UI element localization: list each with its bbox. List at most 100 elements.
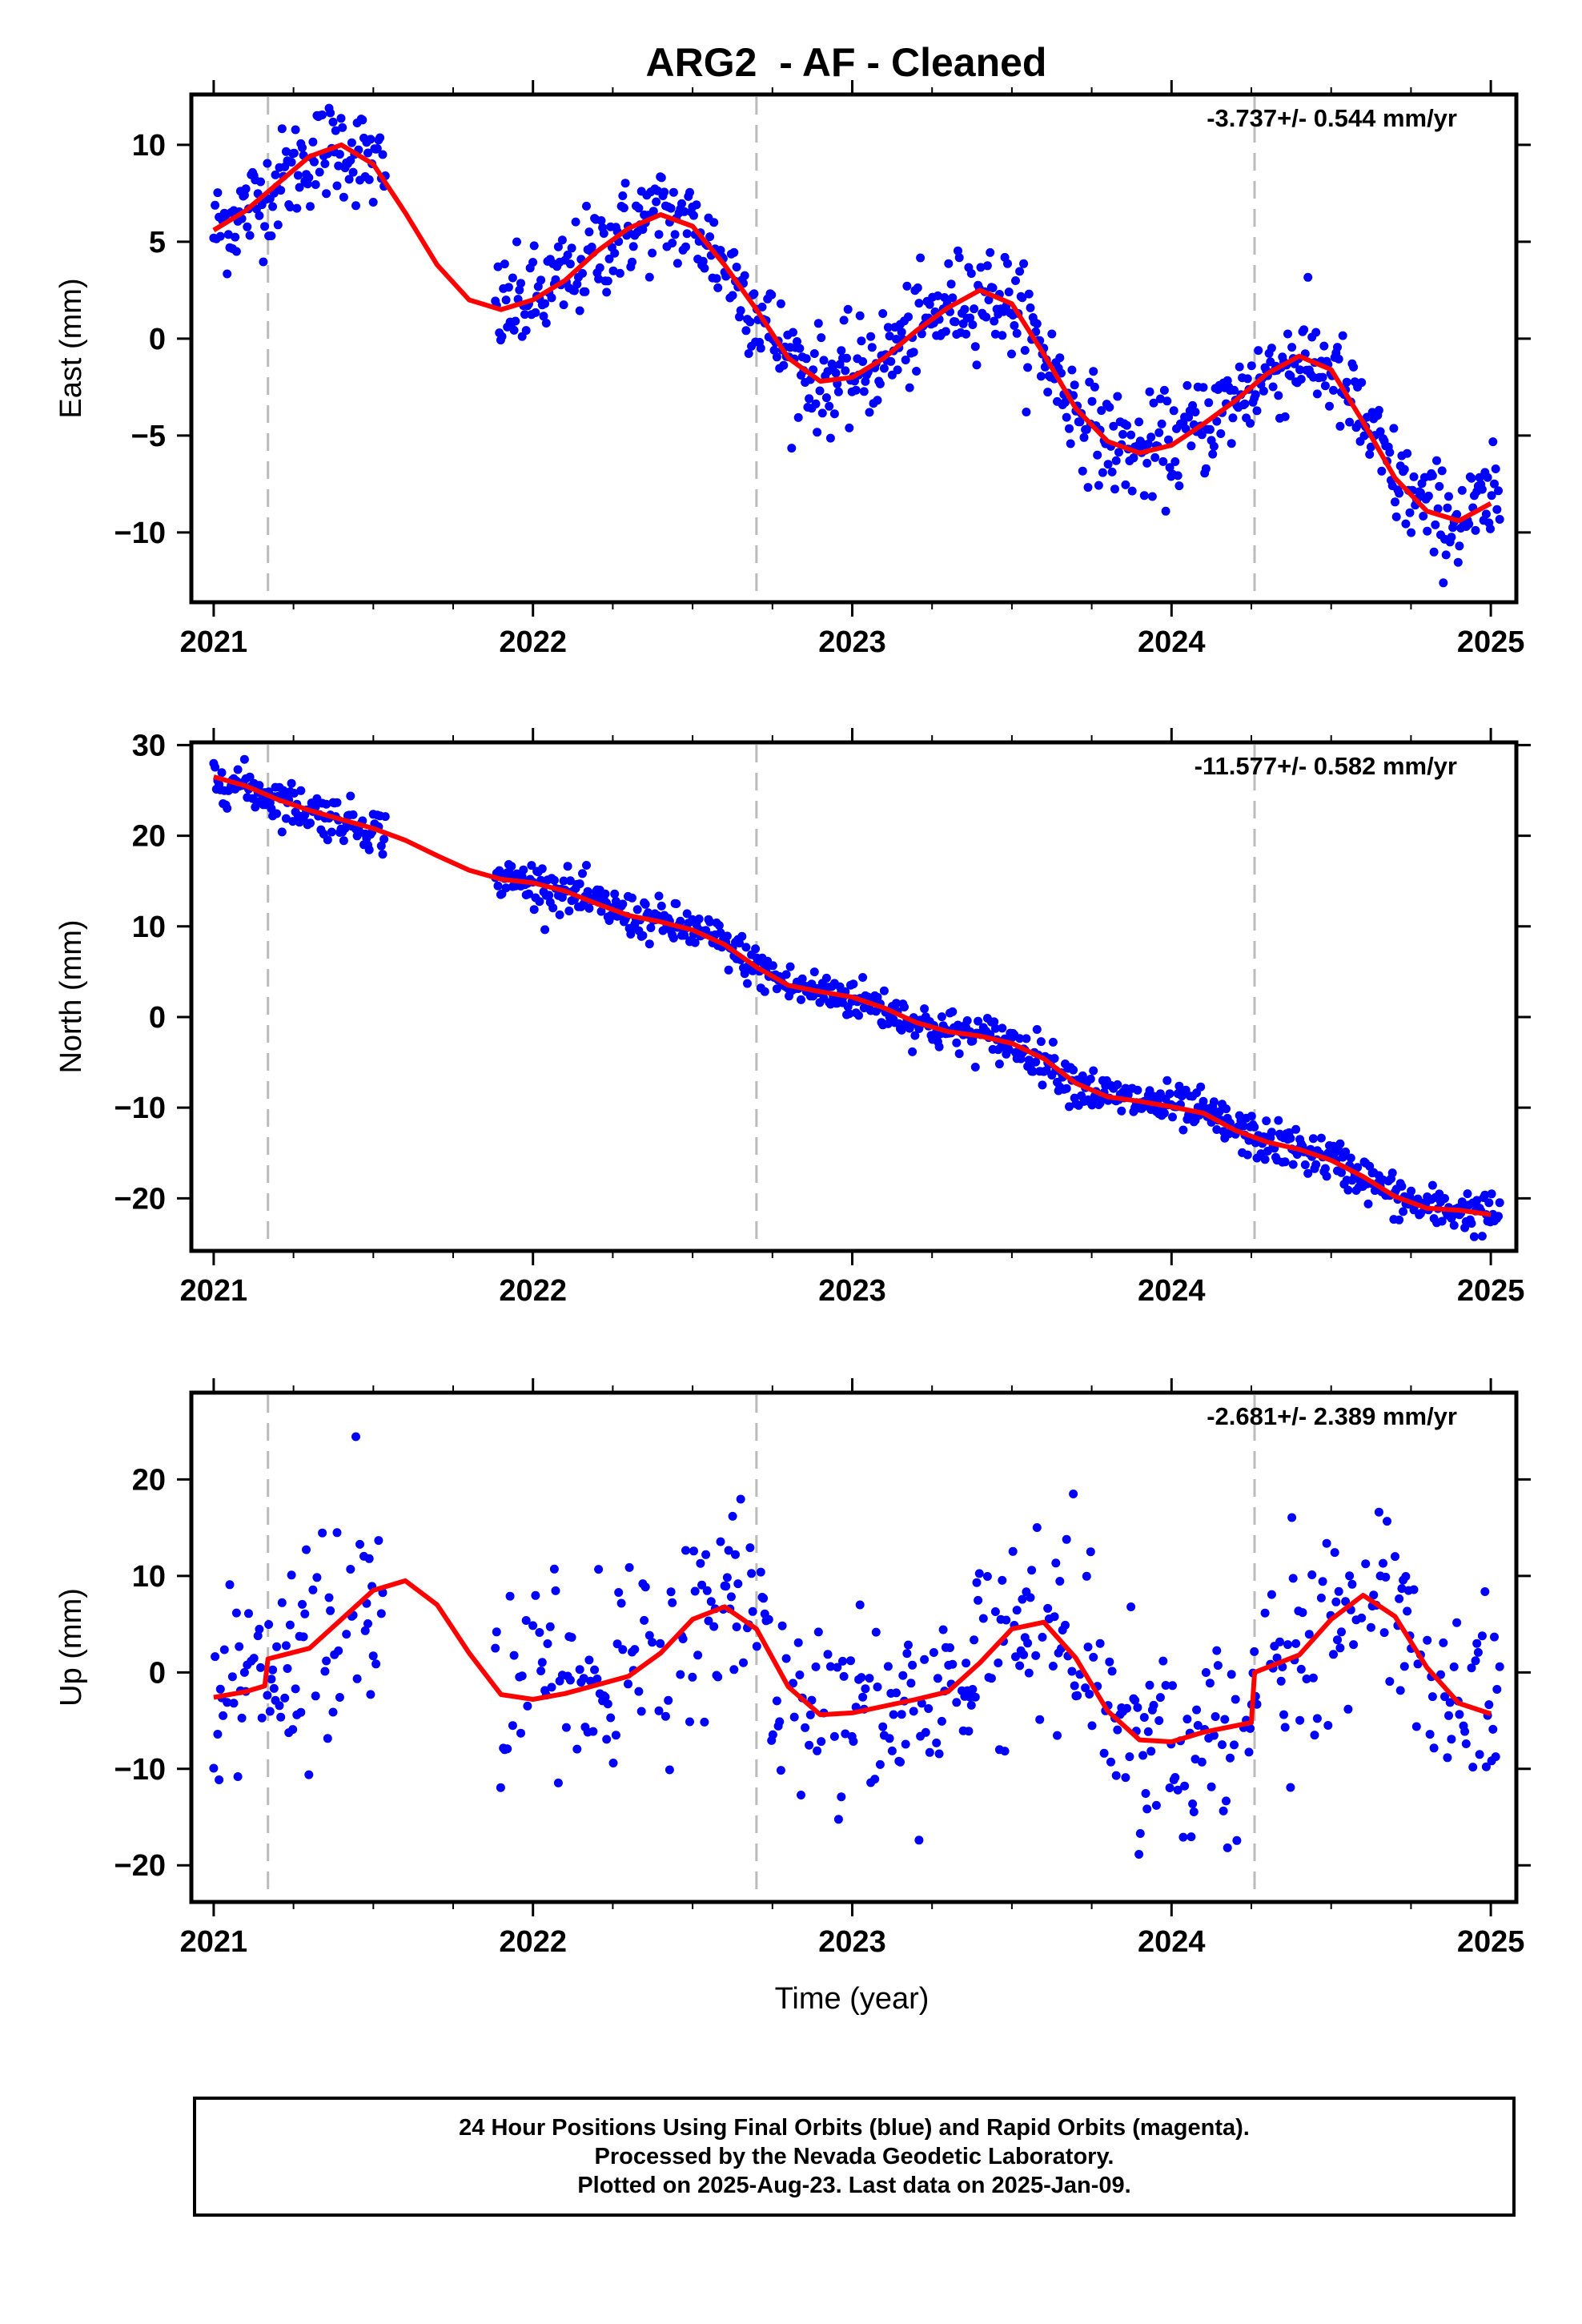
up-point-206 xyxy=(752,1642,761,1651)
up-point-318 xyxy=(990,1607,1000,1616)
east-point-613 xyxy=(1139,491,1149,501)
up-point-195 xyxy=(729,1665,739,1675)
up-point-88 xyxy=(492,1627,501,1637)
up-point-312 xyxy=(974,1595,983,1605)
east-point-196 xyxy=(580,287,590,296)
up-point-436 xyxy=(1219,1806,1228,1815)
up-point-129 xyxy=(588,1727,598,1736)
east-point-272 xyxy=(682,229,692,239)
north-point-870 xyxy=(1484,1198,1494,1208)
north-point-169 xyxy=(544,891,554,900)
north-point-772 xyxy=(1353,1163,1363,1172)
up-point-100 xyxy=(523,1701,532,1711)
east-panel: 2021 2022 2023 2024 2025 10 5 0 −5 −10 East (mm) -3… xyxy=(54,80,1531,659)
north-point-60 xyxy=(289,789,299,798)
east-point-605 xyxy=(1129,453,1138,463)
up-point-127 xyxy=(584,1655,594,1665)
up-point-243 xyxy=(839,1671,849,1681)
east-point-328 xyxy=(757,302,767,312)
east-point-192 xyxy=(575,306,584,316)
east-point-702 xyxy=(1259,386,1268,396)
east-point-81 xyxy=(318,111,327,119)
east-point-554 xyxy=(1061,397,1070,407)
east-point-877 xyxy=(1494,486,1503,496)
north-point-473 xyxy=(952,1038,962,1047)
north-point-760 xyxy=(1337,1168,1346,1177)
up-point-78 xyxy=(363,1619,372,1628)
north-point-655 xyxy=(1196,1082,1206,1092)
north-point-141 xyxy=(507,862,516,871)
up-x-tick-label-1: 2022 xyxy=(499,1925,567,1959)
east-point-398 xyxy=(851,385,861,395)
up-point-461 xyxy=(1276,1676,1286,1686)
north-point-837 xyxy=(1440,1194,1449,1203)
east-point-514 xyxy=(1007,349,1016,359)
east-point-842 xyxy=(1447,533,1456,542)
east-point-224 xyxy=(618,191,628,200)
east-point-735 xyxy=(1303,272,1313,282)
east-point-590 xyxy=(1109,421,1118,431)
up-point-130 xyxy=(590,1665,600,1675)
up-point-537 xyxy=(1443,1753,1452,1763)
east-point-747 xyxy=(1319,341,1329,351)
north-point-741 xyxy=(1311,1160,1321,1169)
up-point-205 xyxy=(748,1606,757,1616)
up-point-348 xyxy=(1051,1558,1061,1568)
up-point-66 xyxy=(334,1646,343,1655)
up-point-27 xyxy=(263,1691,272,1700)
north-point-798 xyxy=(1387,1168,1397,1178)
east-point-872 xyxy=(1487,491,1496,501)
up-point-133 xyxy=(594,1565,604,1574)
up-point-562 xyxy=(1491,1752,1500,1762)
east-point-878 xyxy=(1495,515,1504,524)
north-point-687 xyxy=(1239,1121,1248,1131)
up-point-63 xyxy=(328,1707,338,1717)
east-point-115 xyxy=(363,148,372,158)
east-point-60 xyxy=(289,148,299,158)
east-point-723 xyxy=(1287,343,1297,352)
up-point-534 xyxy=(1436,1670,1445,1679)
east-point-143 xyxy=(509,325,519,335)
east-point-480 xyxy=(962,329,971,339)
east-x-tick-label-1: 2022 xyxy=(499,625,567,659)
up-point-42 xyxy=(285,1620,295,1630)
east-point-528 xyxy=(1026,303,1035,312)
north-point-781 xyxy=(1365,1161,1375,1171)
up-point-460 xyxy=(1275,1637,1284,1647)
east-point-855 xyxy=(1464,519,1474,529)
east-point-445 xyxy=(914,299,924,308)
up-point-399 xyxy=(1145,1680,1154,1690)
north-point-58 xyxy=(287,778,296,788)
up-point-36 xyxy=(276,1712,286,1722)
up-point-554 xyxy=(1477,1631,1487,1641)
up-point-252 xyxy=(858,1692,868,1702)
east-point-350 xyxy=(787,444,797,453)
up-point-397 xyxy=(1142,1804,1152,1814)
up-point-472 xyxy=(1295,1715,1305,1725)
up-point-282 xyxy=(917,1699,926,1708)
east-point-255 xyxy=(660,187,669,197)
up-point-43 xyxy=(287,1570,296,1580)
up-point-57 xyxy=(318,1528,327,1538)
up-point-38 xyxy=(280,1693,290,1703)
north-point-403 xyxy=(858,973,868,982)
north-point-669 xyxy=(1215,1107,1224,1116)
north-point-532 xyxy=(1031,1057,1041,1067)
north-point-313 xyxy=(737,931,747,941)
up-frame xyxy=(189,1390,1519,1904)
east-point-124 xyxy=(375,133,385,143)
east-point-472 xyxy=(950,317,960,327)
up-point-222 xyxy=(789,1712,799,1722)
up-point-266 xyxy=(887,1746,897,1755)
up-point-467 xyxy=(1287,1513,1297,1522)
up-point-476 xyxy=(1304,1630,1314,1639)
north-point-6 xyxy=(217,768,227,778)
up-point-359 xyxy=(1070,1681,1079,1691)
east-point-418 xyxy=(878,309,888,318)
north-point-52 xyxy=(279,786,288,795)
east-point-467 xyxy=(944,259,954,268)
up-point-32 xyxy=(269,1683,279,1693)
up-point-486 xyxy=(1329,1650,1338,1659)
up-point-329 xyxy=(1012,1606,1022,1615)
up-point-410 xyxy=(1168,1681,1177,1691)
